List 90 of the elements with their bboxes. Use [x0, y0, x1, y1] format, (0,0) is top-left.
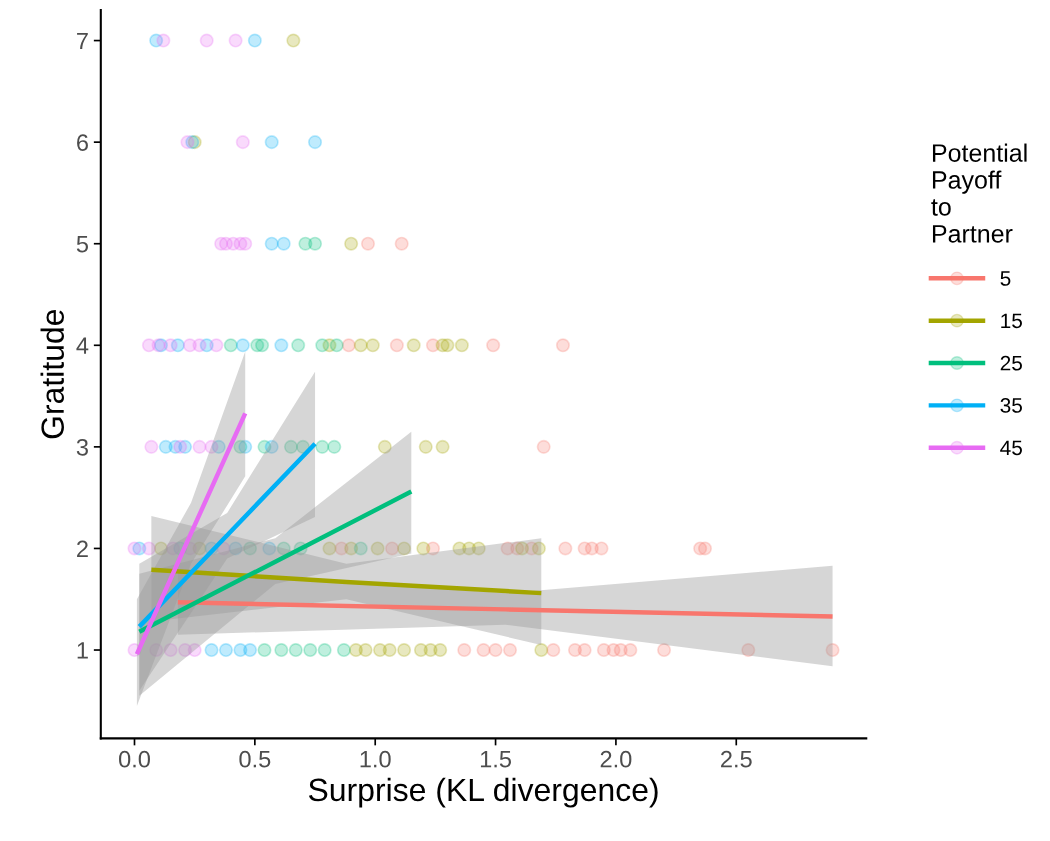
point [486, 338, 501, 353]
point [192, 338, 207, 353]
point [317, 642, 332, 658]
x-tick-label: 2.0 [600, 750, 632, 768]
point [255, 338, 270, 353]
point [315, 439, 330, 454]
point [264, 135, 279, 150]
point [307, 236, 323, 251]
point [433, 642, 448, 658]
point [192, 439, 207, 454]
point [257, 642, 272, 658]
y-tick-label: 3 [76, 438, 88, 456]
point [235, 135, 250, 150]
point [329, 338, 344, 353]
point [223, 338, 238, 353]
point [286, 33, 301, 48]
point [344, 236, 359, 251]
y-tick-label: 6 [77, 134, 88, 151]
point [623, 642, 638, 658]
point [555, 338, 571, 353]
point [536, 439, 551, 454]
legend-label: 45 [1000, 440, 1022, 456]
point [435, 439, 450, 454]
point [502, 642, 518, 658]
point [274, 338, 289, 353]
x-tick-label: 1.5 [480, 751, 511, 768]
legend-label: 35 [1000, 398, 1022, 413]
point [228, 33, 243, 48]
point [358, 642, 373, 658]
point [247, 33, 262, 48]
point [476, 642, 491, 658]
point [454, 338, 469, 353]
point [315, 338, 330, 353]
y-axis-title: Gratitude [40, 309, 64, 439]
point [657, 642, 672, 658]
point [394, 236, 409, 251]
point [173, 439, 188, 454]
point [127, 541, 142, 556]
y-tick-label: 1 [77, 642, 88, 659]
point [382, 642, 397, 658]
point [440, 338, 455, 353]
point [156, 33, 171, 48]
point [336, 642, 351, 658]
legend-label: 25 [1000, 355, 1022, 371]
point [238, 236, 253, 251]
point [204, 642, 219, 658]
point [546, 642, 561, 658]
y-tick-label: 2 [77, 540, 88, 557]
point [457, 642, 472, 658]
point [397, 642, 412, 658]
point [235, 338, 250, 353]
point [416, 541, 431, 556]
point [389, 338, 404, 353]
point [488, 642, 503, 658]
point [406, 338, 421, 353]
point [209, 338, 224, 353]
point [577, 642, 592, 658]
x-tick-label: 1.0 [360, 750, 391, 768]
x-axis-title: Surprise (KL divergence) [308, 777, 658, 808]
point [697, 541, 713, 556]
point [360, 236, 376, 251]
legend-label: 15 [1001, 313, 1022, 329]
point [218, 642, 234, 658]
y-tick-label: 7 [77, 32, 88, 50]
point [353, 338, 368, 353]
point [144, 439, 159, 454]
y-tick-label: 4 [76, 337, 89, 354]
point [276, 236, 291, 251]
point [199, 33, 214, 48]
point [180, 135, 195, 150]
point [558, 541, 573, 556]
point [264, 236, 279, 251]
point [242, 642, 258, 658]
point [594, 541, 609, 556]
point [534, 642, 549, 658]
x-tick-label: 0.5 [239, 750, 271, 768]
point [365, 338, 380, 353]
point [288, 642, 303, 658]
point [274, 642, 289, 658]
point [291, 338, 306, 353]
x-tick-label: 0.0 [119, 750, 150, 768]
legend-title: Potential Payoff to Partner [931, 143, 1027, 243]
point [418, 439, 433, 454]
point [307, 135, 323, 150]
legend-label: 5 [1000, 271, 1011, 286]
point [303, 642, 318, 658]
point [327, 439, 342, 454]
point [163, 338, 178, 353]
x-tick-label: 2.5 [721, 750, 752, 768]
y-tick-label: 5 [76, 236, 89, 253]
